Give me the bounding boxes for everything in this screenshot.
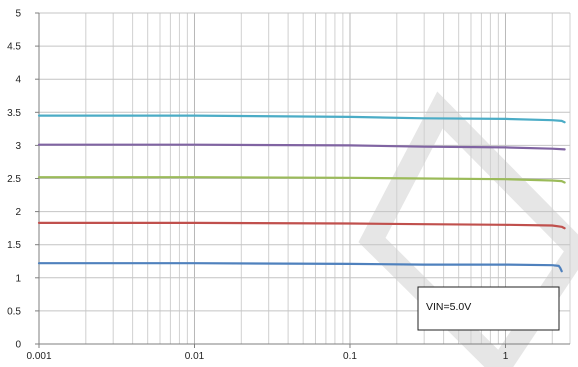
y-tick-label: 3 [15, 141, 21, 152]
chart-series [37, 114, 566, 273]
x-tick-label: 0.01 [185, 351, 205, 362]
y-tick-label: 4 [15, 75, 21, 86]
annotation-text: VIN=5.0V [426, 301, 471, 313]
x-tick-label: 0.1 [343, 351, 357, 362]
series-line-5 [37, 262, 563, 273]
y-tick-label: 5 [15, 9, 21, 20]
y-tick-label: 0.5 [7, 306, 21, 317]
watermark-diamond [358, 91, 578, 367]
y-tick-label: 0 [15, 340, 21, 351]
y-tick-label: 2.5 [7, 174, 21, 185]
y-tick-label: 1 [15, 273, 21, 284]
y-tick-label: 1.5 [7, 240, 21, 251]
series-line-4 [37, 221, 566, 230]
y-tick-label: 4.5 [7, 42, 21, 53]
annotation-box: VIN=5.0V [417, 286, 560, 331]
series-line-1 [37, 114, 566, 124]
y-tick-label: 3.5 [7, 108, 21, 119]
y-axis-tick-labels: 0 0.5 1 1.5 2 2.5 3 3.5 4 4.5 5 [7, 9, 21, 351]
x-axis-tick-labels: 0.001 0.01 0.1 1 [26, 351, 508, 362]
series-line-3 [37, 176, 566, 184]
series-line-2 [37, 143, 566, 151]
x-tick-label: 1 [503, 351, 509, 362]
annotation-frame [417, 286, 560, 331]
x-tick-label: 0.001 [26, 351, 51, 362]
watermark-outer [358, 91, 578, 367]
y-tick-label: 2 [15, 207, 21, 218]
